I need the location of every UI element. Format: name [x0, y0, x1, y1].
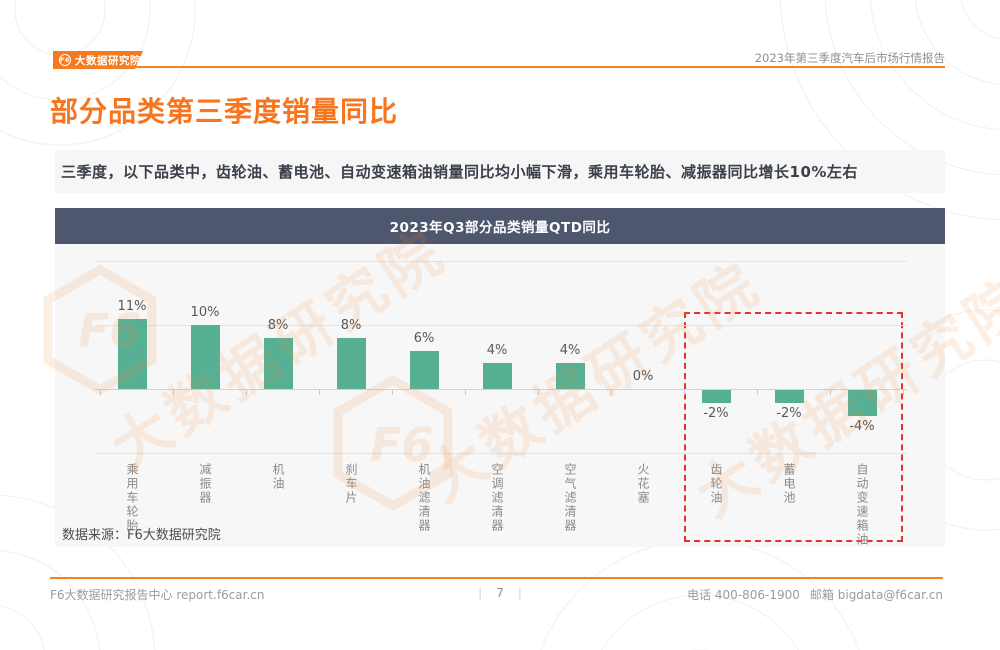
category-label: 减振器	[198, 463, 212, 505]
bar-value-label: 4%	[559, 343, 581, 359]
highlight-dashed-box	[684, 312, 903, 542]
category-label: 火花塞	[636, 463, 650, 505]
data-source-note: 数据来源：F6大数据研究院	[62, 528, 221, 543]
bar	[701, 390, 731, 403]
bar	[555, 363, 585, 389]
footer-divider	[50, 577, 943, 579]
subtitle-text: 三季度，以下品类中，齿轮油、蓄电池、自动变速箱油销量同比均小幅下滑，乘用车轮胎、…	[61, 163, 858, 181]
category-label: 空调滤清器	[490, 463, 504, 533]
bar-value-label: 8%	[340, 317, 362, 333]
axis-tick	[172, 390, 174, 395]
axis-tick	[902, 390, 904, 395]
category-label: 刹车片	[344, 463, 358, 505]
bar	[190, 325, 220, 389]
page-number: 7	[496, 586, 504, 600]
bar	[774, 390, 804, 403]
axis-tick	[683, 390, 685, 395]
bar-value-label: 11%	[117, 298, 147, 314]
bar-value-label: -2%	[776, 405, 802, 421]
category-label: 机油	[271, 463, 285, 491]
x-axis-line	[95, 389, 907, 390]
footer-report-center: F6大数据研究报告中心 report.f6car.cn	[50, 588, 265, 602]
page-title: 部分品类第三季度销量同比	[50, 95, 399, 128]
bar	[336, 337, 366, 389]
bar-value-label: 10%	[190, 305, 220, 320]
page-number-separator: |	[517, 586, 522, 600]
chart-card: 2023年Q3部分品类销量QTD同比 数据来源：F6大数据研究院 11% 乘用车轮…	[55, 208, 945, 547]
bar-value-label: -4%	[849, 418, 875, 434]
chart-title: 2023年Q3部分品类销量QTD同比	[389, 220, 611, 236]
bar-value-label: -2%	[703, 405, 729, 421]
bar-value-label: 8%	[267, 317, 289, 333]
gridline	[95, 261, 907, 262]
category-label: 乘用车轮胎	[125, 463, 139, 533]
bar	[409, 350, 439, 389]
category-label: 齿轮油	[709, 463, 723, 505]
bar	[482, 363, 512, 389]
axis-tick	[829, 390, 831, 395]
category-label: 空气滤清器	[563, 463, 577, 533]
footer-contact: 电话 400-806-1900 邮箱 bigdata@f6car.cn	[687, 586, 943, 603]
header-divider	[57, 66, 945, 68]
bar	[263, 337, 293, 389]
axis-tick	[318, 390, 320, 395]
axis-tick	[464, 390, 466, 395]
f6-logo-icon: F6	[60, 56, 70, 64]
gridline	[95, 453, 907, 454]
axis-tick	[99, 390, 101, 395]
category-label: 机油滤清器	[417, 463, 431, 533]
bar-value-label: 6%	[413, 330, 435, 346]
category-label: 蓄电池	[782, 463, 796, 505]
footer-email: 邮箱 bigdata@f6car.cn	[809, 588, 943, 602]
gridline	[95, 325, 907, 326]
bar-value-label: 4%	[486, 343, 508, 359]
axis-tick	[391, 390, 393, 395]
bar-value-label: 0%	[632, 369, 654, 384]
report-title: 2023年第三季度汽车后市场行情报告	[754, 51, 945, 65]
page-number-separator: |	[478, 586, 483, 600]
axis-tick	[756, 390, 758, 395]
axis-tick	[537, 390, 539, 395]
footer-page-number: | 7 |	[460, 586, 540, 600]
bar	[117, 318, 147, 389]
category-label: 自动变速箱油	[855, 463, 869, 547]
footer-phone: 电话 400-806-1900	[687, 588, 800, 602]
subtitle-band: 三季度，以下品类中，齿轮油、蓄电池、自动变速箱油销量同比均小幅下滑，乘用车轮胎、…	[55, 150, 945, 193]
axis-tick	[610, 390, 612, 395]
bar	[847, 390, 877, 416]
chart-title-bar: 2023年Q3部分品类销量QTD同比	[55, 208, 945, 244]
logo-text: 大数据研究院	[75, 54, 141, 67]
logo-badge: F6 大数据研究院	[53, 51, 143, 69]
axis-tick	[245, 390, 247, 395]
